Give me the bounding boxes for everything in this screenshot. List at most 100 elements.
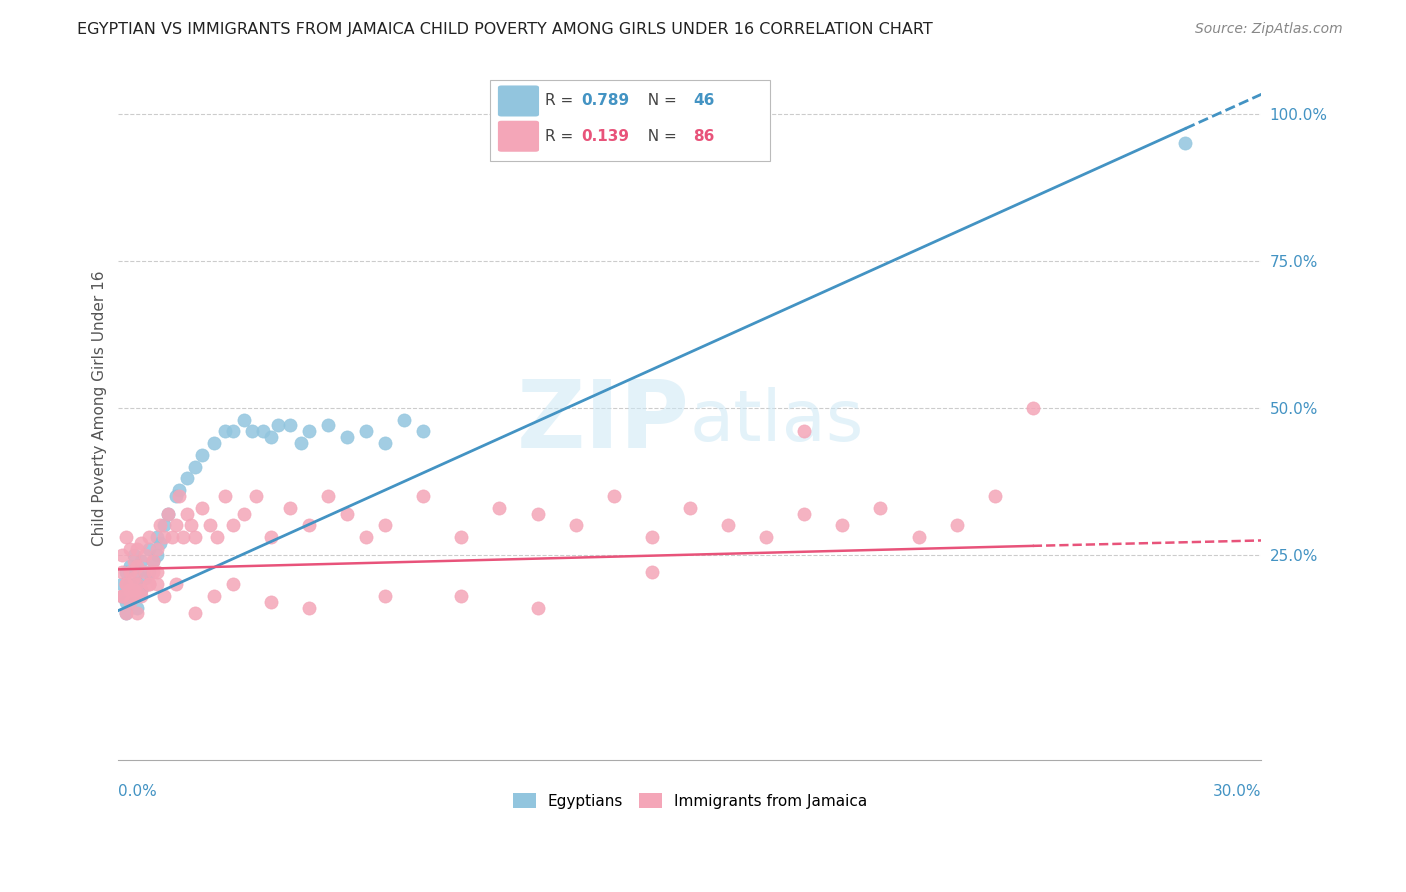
Point bbox=[214, 424, 236, 438]
Point bbox=[172, 530, 194, 544]
Point bbox=[641, 566, 664, 580]
Point bbox=[129, 589, 152, 603]
Text: atlas: atlas bbox=[690, 387, 865, 457]
Point bbox=[122, 582, 145, 597]
Point bbox=[354, 530, 377, 544]
Point bbox=[129, 582, 152, 597]
Point bbox=[233, 412, 256, 426]
Point bbox=[278, 500, 301, 515]
Text: 86: 86 bbox=[693, 128, 714, 144]
Point bbox=[127, 577, 149, 591]
Point bbox=[412, 489, 434, 503]
Point bbox=[222, 424, 245, 438]
Point bbox=[111, 566, 134, 580]
Point bbox=[793, 507, 815, 521]
Text: 30.0%: 30.0% bbox=[1213, 784, 1261, 799]
Point bbox=[111, 589, 134, 603]
Point bbox=[564, 518, 586, 533]
Point bbox=[180, 518, 202, 533]
Point bbox=[156, 507, 179, 521]
Point bbox=[127, 541, 149, 556]
Point bbox=[111, 577, 134, 591]
Point bbox=[127, 577, 149, 591]
Point bbox=[202, 589, 225, 603]
Point bbox=[122, 589, 145, 603]
Point bbox=[142, 566, 165, 580]
Point bbox=[374, 589, 396, 603]
Point bbox=[127, 559, 149, 574]
Text: ZIP: ZIP bbox=[517, 376, 690, 468]
Point bbox=[252, 424, 274, 438]
Point bbox=[316, 489, 339, 503]
Point bbox=[118, 541, 141, 556]
Point bbox=[336, 430, 359, 444]
Text: R =: R = bbox=[544, 94, 578, 109]
Point bbox=[138, 541, 160, 556]
Point bbox=[191, 500, 214, 515]
Point bbox=[412, 424, 434, 438]
Point bbox=[450, 530, 472, 544]
Point bbox=[115, 577, 138, 591]
Point bbox=[127, 607, 149, 621]
Point bbox=[115, 530, 138, 544]
Text: 46: 46 bbox=[693, 94, 714, 109]
Point bbox=[202, 436, 225, 450]
Text: EGYPTIAN VS IMMIGRANTS FROM JAMAICA CHILD POVERTY AMONG GIRLS UNDER 16 CORRELATI: EGYPTIAN VS IMMIGRANTS FROM JAMAICA CHIL… bbox=[77, 22, 934, 37]
Point bbox=[142, 553, 165, 567]
Point bbox=[145, 541, 167, 556]
Point bbox=[1022, 401, 1045, 415]
Point bbox=[153, 589, 176, 603]
Text: R =: R = bbox=[544, 128, 578, 144]
Point bbox=[183, 459, 205, 474]
Point bbox=[149, 518, 172, 533]
FancyBboxPatch shape bbox=[489, 79, 770, 161]
Point bbox=[122, 548, 145, 562]
Point bbox=[354, 424, 377, 438]
Point bbox=[679, 500, 702, 515]
Point bbox=[169, 483, 191, 497]
Point bbox=[145, 577, 167, 591]
Point bbox=[134, 548, 156, 562]
Text: 0.789: 0.789 bbox=[581, 94, 630, 109]
Point bbox=[142, 553, 165, 567]
Point bbox=[298, 600, 321, 615]
Point bbox=[983, 489, 1005, 503]
Point bbox=[245, 489, 267, 503]
Point bbox=[138, 566, 160, 580]
Point bbox=[191, 448, 214, 462]
Point bbox=[260, 430, 283, 444]
Point bbox=[153, 530, 176, 544]
Point bbox=[111, 589, 134, 603]
Y-axis label: Child Poverty Among Girls Under 16: Child Poverty Among Girls Under 16 bbox=[93, 270, 107, 546]
Point bbox=[115, 595, 138, 609]
Point bbox=[240, 424, 263, 438]
FancyBboxPatch shape bbox=[498, 86, 538, 117]
Point bbox=[165, 577, 187, 591]
Point bbox=[267, 418, 290, 433]
Point bbox=[176, 471, 198, 485]
Point bbox=[214, 489, 236, 503]
Point bbox=[907, 530, 929, 544]
Point bbox=[198, 518, 221, 533]
Point bbox=[115, 577, 138, 591]
Point bbox=[127, 566, 149, 580]
Point bbox=[138, 530, 160, 544]
Point bbox=[111, 548, 134, 562]
Point bbox=[755, 530, 778, 544]
Point bbox=[793, 424, 815, 438]
Point bbox=[129, 553, 152, 567]
Point bbox=[134, 566, 156, 580]
Point bbox=[233, 507, 256, 521]
Point bbox=[118, 566, 141, 580]
Point bbox=[153, 518, 176, 533]
Point bbox=[118, 559, 141, 574]
Point bbox=[831, 518, 853, 533]
Text: N =: N = bbox=[638, 94, 682, 109]
Point bbox=[641, 530, 664, 544]
Point bbox=[165, 489, 187, 503]
Point bbox=[160, 530, 183, 544]
Point bbox=[118, 582, 141, 597]
Point bbox=[603, 489, 626, 503]
Text: 0.139: 0.139 bbox=[581, 128, 630, 144]
Point bbox=[374, 436, 396, 450]
